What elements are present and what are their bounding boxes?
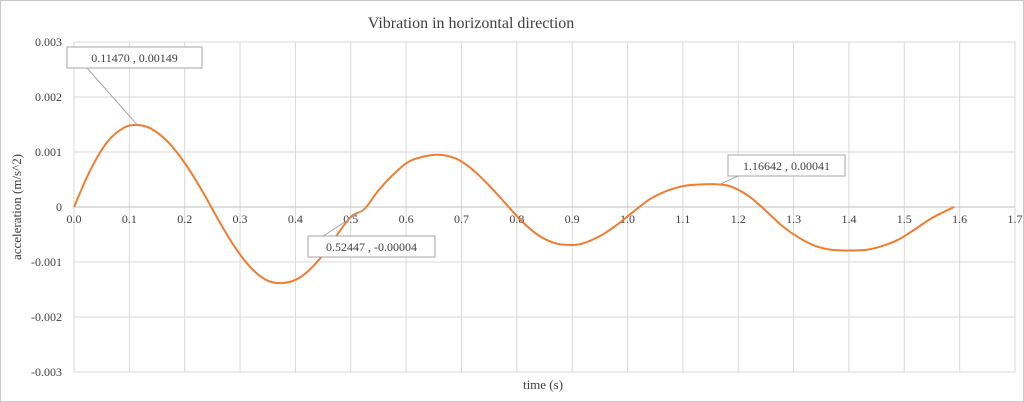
y-axis-label: acceleration (m/s^2) [9, 154, 24, 260]
callout-leader-line [86, 67, 138, 126]
x-tick-label: 1.0 [620, 212, 635, 226]
callout-label: 1.16642 , 0.00041 [743, 159, 830, 173]
callout-leader-line [719, 175, 739, 185]
y-tick-label: 0.001 [35, 145, 62, 159]
x-tick-label: 0.8 [509, 212, 524, 226]
x-tick-label: 0.4 [288, 212, 303, 226]
callout-box [727, 154, 846, 177]
series-layer [73, 124, 955, 285]
x-tick-label: 1.2 [731, 212, 746, 226]
x-tick-label: 0.3 [233, 212, 248, 226]
callout-label: 0.11470 , 0.00149 [91, 51, 178, 65]
annotation-layer: 0.11470 , 0.00149 0.52447 , -0.00004 1.166… [66, 46, 846, 258]
y-tick-label: -0.001 [31, 255, 62, 269]
y-tick-label: 0 [56, 200, 62, 214]
x-tick-label: 0.9 [565, 212, 580, 226]
x-tick-label: 1.5 [897, 212, 912, 226]
y-tick-label: 0.002 [35, 90, 62, 104]
callout-box [66, 46, 203, 69]
x-tick-label: 1.4 [841, 212, 856, 226]
chart-title: Vibration in horizontal direction [368, 15, 575, 32]
x-tick-label: 1.7 [1008, 212, 1023, 226]
y-tick-label: -0.003 [31, 365, 62, 379]
x-tick-label: 1.6 [952, 212, 967, 226]
y-tick-label: -0.002 [31, 310, 62, 324]
x-axis-label: time (s) [523, 377, 563, 392]
y-tick-label: 0.003 [35, 35, 62, 49]
x-tick-label: 0.7 [454, 212, 469, 226]
axis-layer: 0.0 0.1 0.2 0.3 0.4 0.5 0.6 0.7 0.8 0.9 1.0 1.1 1.2 1… [31, 35, 1023, 379]
acceleration-series-line [73, 124, 955, 285]
x-tick-label: 1.3 [786, 212, 801, 226]
x-tick-label: 0.0 [67, 212, 82, 226]
callout-box [307, 235, 436, 258]
x-tick-label: 1.1 [675, 212, 690, 226]
callout-label: 0.52447 , -0.00004 [326, 240, 417, 254]
x-tick-label: 0.2 [177, 212, 192, 226]
x-tick-label: 0.1 [122, 212, 137, 226]
x-tick-label: 0.6 [399, 212, 414, 226]
